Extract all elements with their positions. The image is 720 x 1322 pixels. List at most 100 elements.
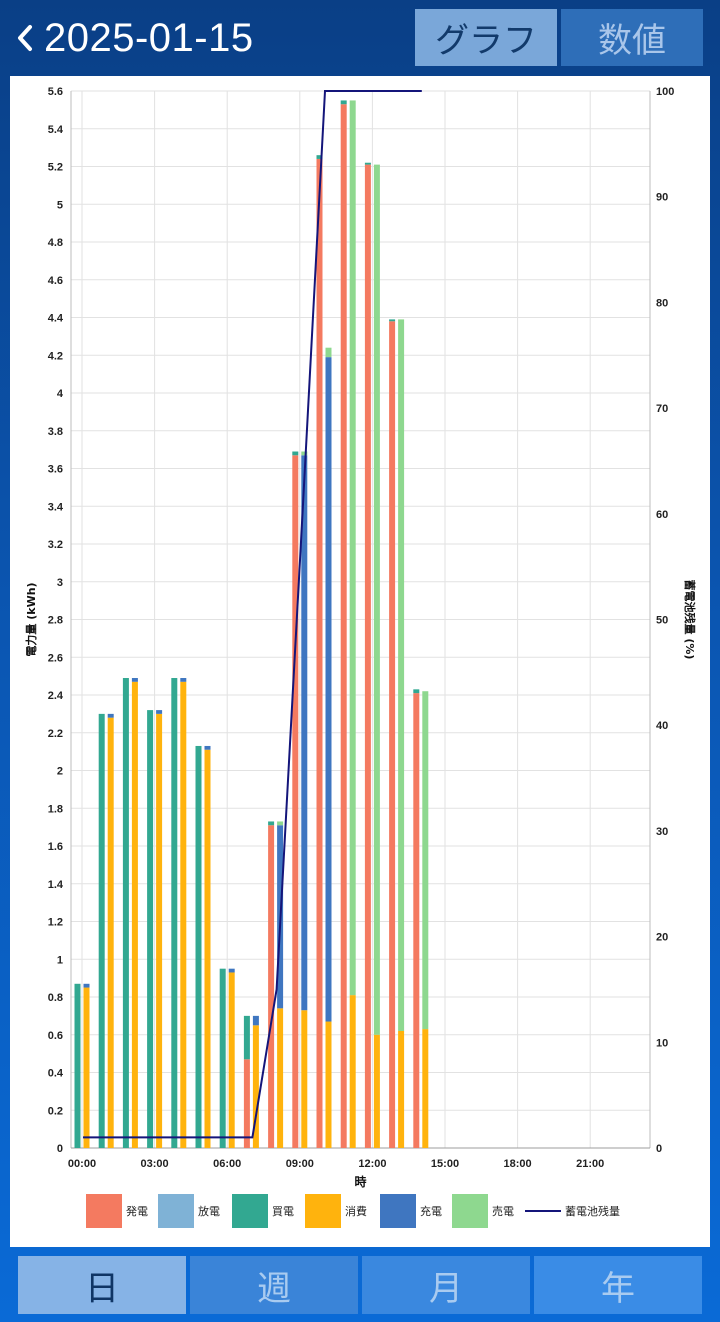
y-tick-label: 5.4 [48,124,64,136]
y2-axis-title: 蓄電池残量 (%) [683,580,697,660]
tab-year[interactable]: 年 [534,1256,702,1314]
y2-tick-label: 0 [656,1143,662,1155]
back-button[interactable] [10,14,40,62]
y-tick-label: 3.8 [48,426,63,438]
y-tick-label: 3.2 [48,539,63,551]
legend-label: 発電 [126,1204,148,1218]
bar-supply-買電 [316,155,323,159]
legend-label: 売電 [492,1205,514,1218]
legend-label: 充電 [420,1204,442,1218]
energy-chart: 0 0.2 0.4 0.6 0.8 1 1.2 1.4 1.6 1.8 2 2.2 2.4 2.6 2.8 3… [24,86,697,1228]
date-title: 2025-01-15 [44,16,254,60]
tab-week[interactable]: 週 [190,1256,358,1314]
bar-demand-消費 [325,1021,332,1148]
bar-supply-買電 [243,1015,250,1060]
bar-supply-発電 [268,825,275,1148]
bar-supply-買電 [147,710,154,1148]
bar-supply-買電 [74,983,81,1148]
bar-supply-発電 [316,158,323,1148]
bar-demand-消費 [301,1010,308,1148]
y-tick-label: 2.4 [48,690,64,702]
bar-demand-売電 [301,451,308,456]
bar-demand-消費 [252,1025,259,1148]
bar-supply-発電 [364,164,371,1149]
y2-tick-label: 70 [656,403,668,415]
bar-demand-消費 [422,1029,429,1148]
y-tick-label: 2 [57,766,63,778]
chevron-left-icon [18,25,32,51]
legend-swatch [305,1194,341,1228]
bar-demand-売電 [349,100,356,996]
bar-demand-充電 [83,983,90,988]
y-tick-label: 1.8 [48,803,63,815]
chart-panel: 0 0.2 0.4 0.6 0.8 1 1.2 1.4 1.6 1.8 2 2.2 2.4 2.6 2.8 3… [10,76,710,1247]
bar-supply-買電 [195,745,202,1148]
y-tick-label: 0 [57,1143,63,1155]
tab-day[interactable]: 日 [18,1256,186,1314]
bar-demand-充電 [301,455,308,1011]
y2-tick-label: 90 [656,192,668,204]
bar-demand-充電 [204,745,211,750]
y-tick-label: 4.2 [48,350,63,362]
bar-supply-買電 [292,451,299,456]
bar-demand-充電 [180,678,187,682]
bar-demand-消費 [83,987,90,1148]
battery-line [83,90,422,1139]
bar-demand-充電 [325,357,332,1022]
period-tabs: 日 週 月 年 [0,1256,720,1314]
y-tick-label: 0.6 [48,1030,63,1042]
y-tick-label: 0.2 [48,1105,63,1117]
bar-demand-消費 [131,681,138,1148]
bar-supply-買電 [171,678,178,1148]
bar-supply-買電 [389,319,396,322]
values-view-button[interactable]: 数値 [561,9,703,66]
y-tick-label: 4.6 [48,275,63,287]
x-tick-label: 06:00 [213,1158,241,1170]
bar-demand-消費 [228,972,235,1148]
y-tick-label: 5.6 [48,86,63,98]
bar-demand-消費 [373,1034,380,1148]
bar-supply-買電 [219,968,226,1148]
y2-tick-label: 20 [656,932,668,944]
x-axis-title: 時 [354,1174,366,1189]
legend-swatch [158,1194,194,1228]
bar-demand-消費 [349,995,356,1148]
bar-supply-買電 [364,162,371,165]
y-tick-label: 1.6 [48,841,63,853]
tab-month[interactable]: 月 [362,1256,530,1314]
legend-label: 買電 [272,1205,294,1218]
x-tick-label: 18:00 [504,1158,532,1170]
y-tick-label: 1.4 [48,879,64,891]
bar-demand-売電 [325,347,332,358]
bar-supply-発電 [340,104,347,1148]
bar-demand-売電 [398,319,405,1031]
bar-demand-充電 [156,710,163,714]
bar-demand-消費 [204,749,211,1148]
y-tick-label: 5 [57,199,63,211]
y-tick-label: 4 [57,388,64,400]
bar-supply-買電 [340,100,347,105]
bar-demand-充電 [131,678,138,682]
graph-view-button[interactable]: グラフ [415,9,557,66]
x-tick-label: 15:00 [431,1158,459,1170]
bar-supply-発電 [413,693,420,1148]
bar-demand-消費 [398,1030,405,1148]
bar-demand-消費 [156,713,163,1148]
y-tick-label: 3 [57,577,63,589]
y-tick-label: 4.8 [48,237,63,249]
x-tick-label: 12:00 [358,1158,386,1170]
bar-demand-充電 [228,968,235,973]
legend-label: 消費 [345,1204,367,1218]
y-tick-label: 4.4 [48,313,64,325]
y2-tick-label: 30 [656,826,668,838]
bar-supply-発電 [389,321,396,1148]
bar-supply-発電 [243,1059,250,1148]
y-tick-label: 2.6 [48,652,63,664]
x-tick-label: 21:00 [576,1158,604,1170]
bar-supply-買電 [122,678,129,1148]
app-header: 2025-01-15 グラフ 数値 [0,0,720,76]
y2-tick-label: 50 [656,615,668,627]
y-tick-label: 1 [57,954,63,966]
y2-tick-label: 10 [656,1037,668,1049]
bar-supply-買電 [413,689,420,694]
